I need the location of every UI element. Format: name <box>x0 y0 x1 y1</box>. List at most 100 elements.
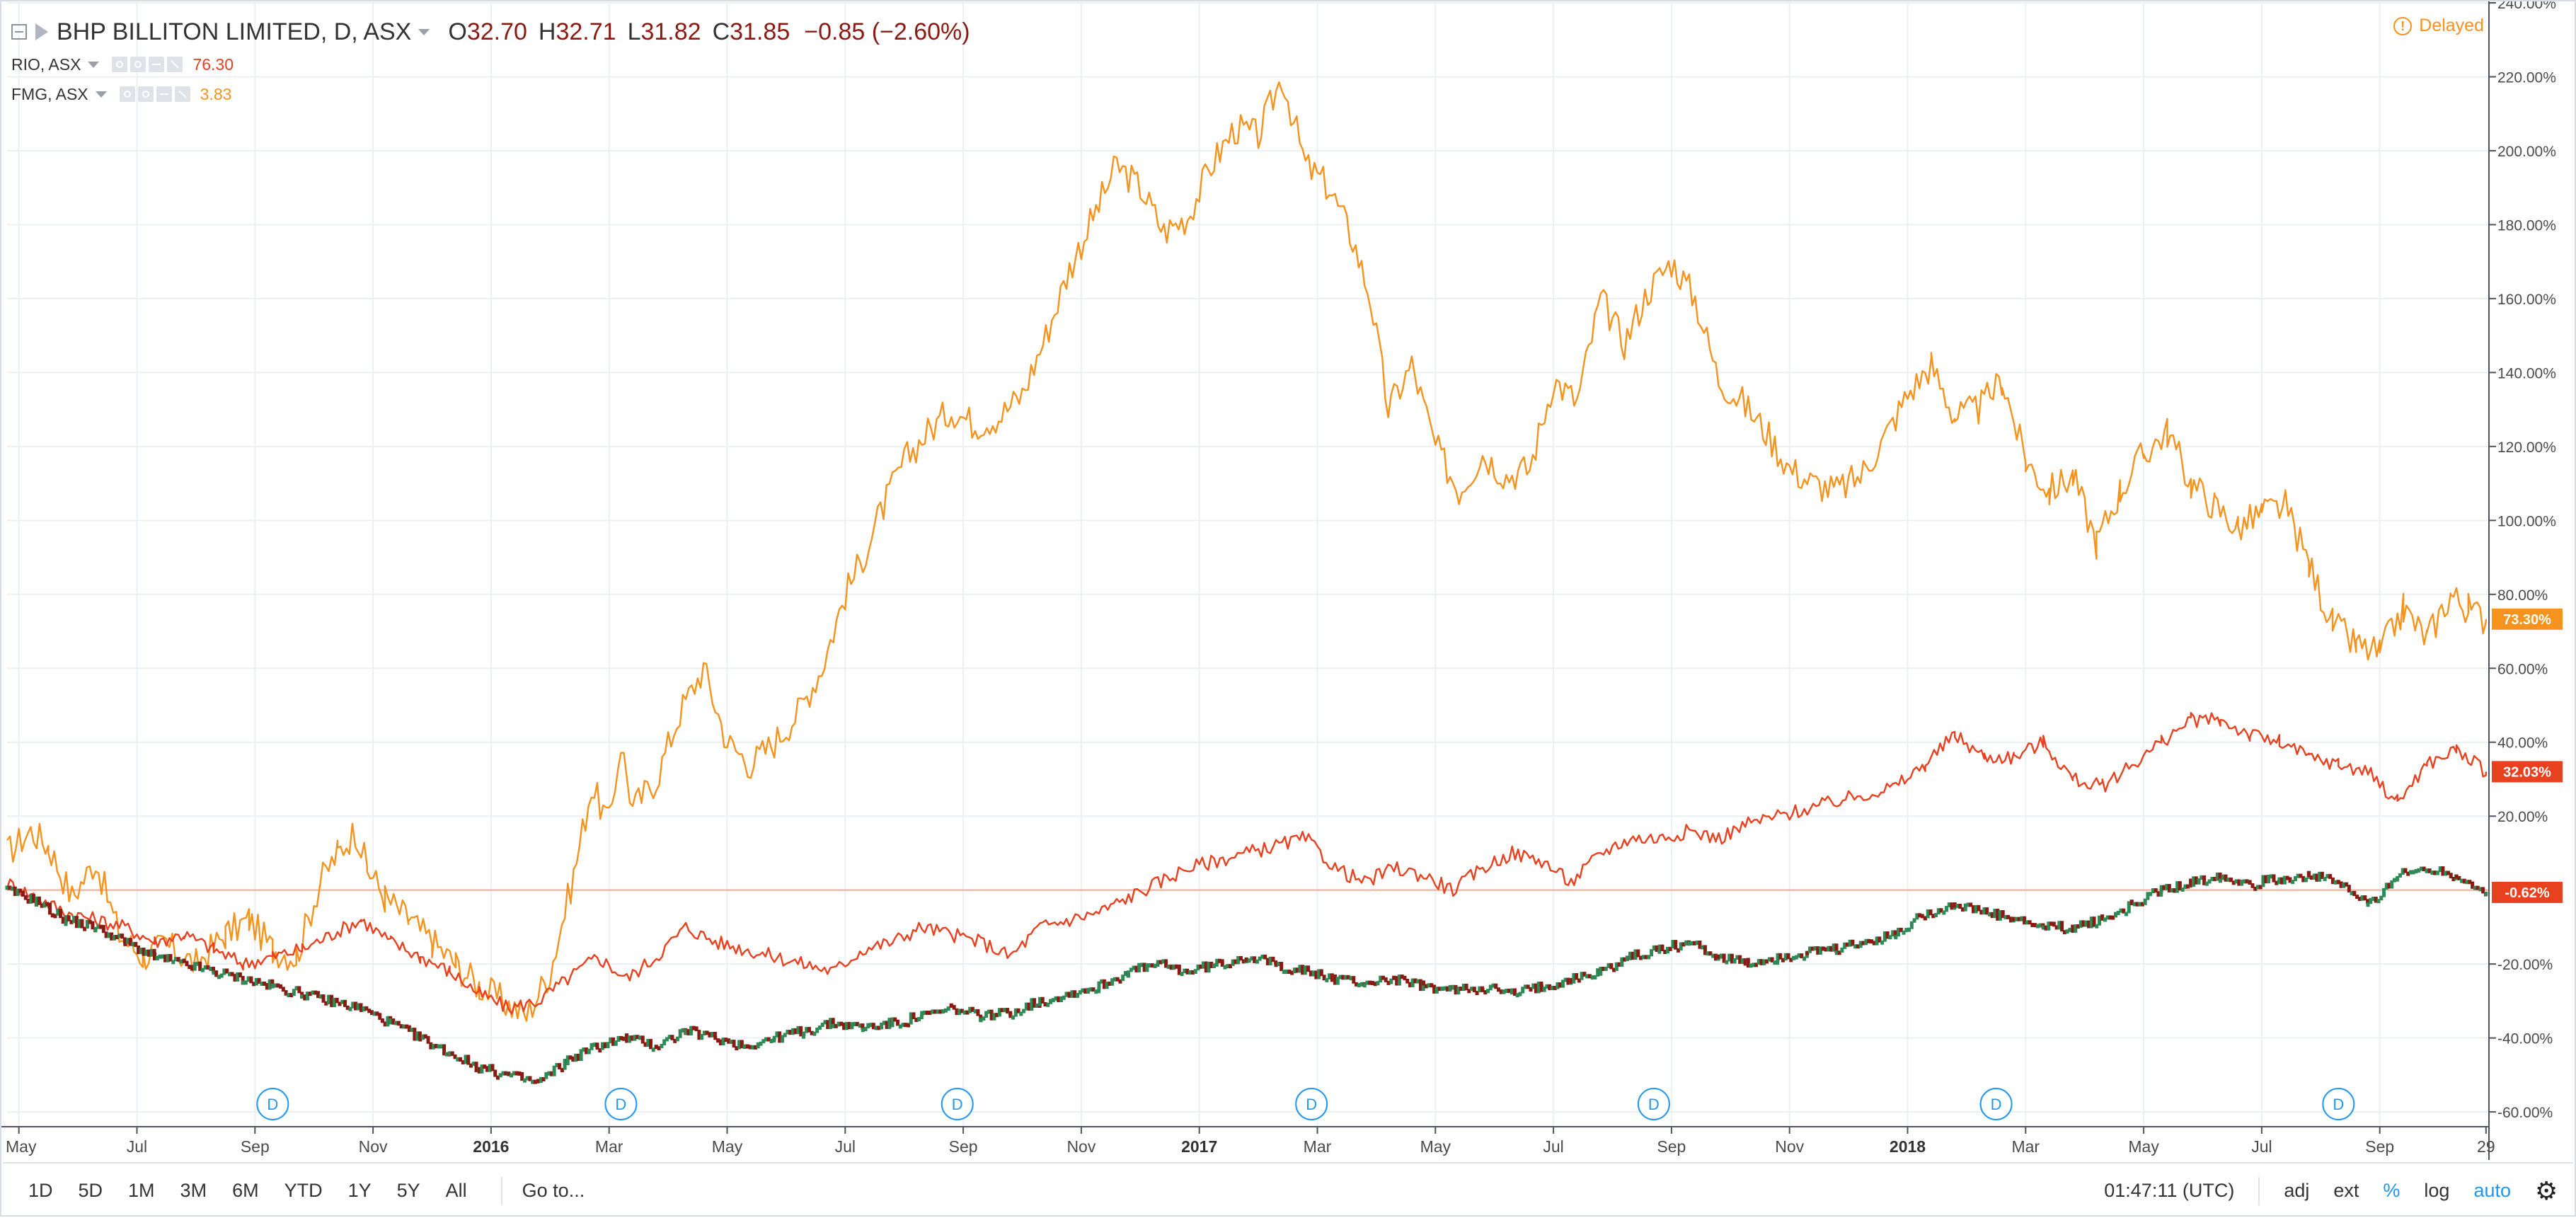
bhp-candle <box>2420 866 2424 871</box>
bhp-candle <box>2315 873 2319 882</box>
dividend-marker[interactable]: D <box>1295 1088 1328 1120</box>
bhp-candle <box>1370 980 1374 985</box>
bhp-candle <box>2336 880 2340 885</box>
range-6m-button[interactable]: 6M <box>232 1180 259 1201</box>
log-scale-toggle[interactable]: log <box>2424 1180 2450 1201</box>
bhp-candle <box>1003 1008 1007 1013</box>
bhp-candle <box>188 965 192 970</box>
bhp-candle <box>1928 909 1933 916</box>
bhp-candle <box>1521 987 1525 994</box>
bhp-candle <box>1062 995 1066 1000</box>
settings-icon[interactable] <box>130 57 146 72</box>
bhp-candle <box>2438 866 2442 873</box>
bhp-candle <box>456 1057 460 1062</box>
bhp-candle <box>1515 993 1519 998</box>
dividend-marker[interactable]: D <box>941 1088 974 1120</box>
chevron-down-icon[interactable] <box>95 91 107 98</box>
close-icon[interactable] <box>174 86 190 102</box>
chevron-down-icon[interactable] <box>88 61 100 68</box>
bhp-candle <box>1150 963 1154 968</box>
bhp-candle <box>861 1028 865 1033</box>
bhp-candle <box>2307 871 2311 877</box>
bhp-candle <box>1633 949 1638 960</box>
close-icon[interactable] <box>167 57 183 72</box>
range-5d-button[interactable]: 5D <box>78 1180 103 1201</box>
bhp-candle <box>421 1034 425 1040</box>
bhp-candle <box>1019 1011 1023 1016</box>
bhp-candle <box>1612 967 1616 972</box>
eye-icon[interactable] <box>119 86 135 102</box>
bhp-candle <box>871 1023 875 1030</box>
dividend-marker[interactable]: D <box>1637 1088 1670 1120</box>
settings-icon[interactable] <box>137 86 154 102</box>
bhp-candle <box>265 983 269 990</box>
bhp-candle <box>1346 975 1350 979</box>
add-icon[interactable] <box>149 57 165 72</box>
range-all-button[interactable]: All <box>445 1180 467 1201</box>
bhp-candle <box>292 989 296 996</box>
y-tick-label: 100.00% <box>2497 513 2556 529</box>
flag-icon[interactable] <box>35 23 48 40</box>
ext-toggle[interactable]: ext <box>2333 1180 2359 1201</box>
bhp-candle <box>214 970 219 977</box>
rio-symbol-name[interactable]: RIO, ASX <box>11 55 81 74</box>
fmg-symbol-name[interactable]: FMG, ASX <box>11 85 88 103</box>
rio-value: 76.30 <box>192 55 234 74</box>
bhp-candle <box>1373 982 1377 987</box>
bhp-candle <box>176 957 180 962</box>
range-1m-button[interactable]: 1M <box>128 1180 155 1201</box>
dividend-marker[interactable]: D <box>1979 1088 2013 1120</box>
bhp-candle <box>1572 972 1576 984</box>
bhp-candle <box>77 919 81 929</box>
dividend-marker[interactable]: D <box>256 1088 289 1120</box>
bhp-candle <box>13 886 17 896</box>
bhp-candle <box>1776 960 1780 965</box>
dividend-marker[interactable]: D <box>2322 1088 2355 1120</box>
main-symbol-name[interactable]: BHP BILLITON LIMITED, D, ASX <box>57 18 412 45</box>
bhp-candle <box>171 960 176 965</box>
collapse-legend-icon[interactable] <box>11 24 27 40</box>
bhp-candle <box>764 1037 769 1042</box>
bhp-candle <box>2457 875 2461 880</box>
price-chart[interactable]: D D D D D D D 240.00% 220.00% 200.00% 180.00% 160.… <box>1 1 2575 1160</box>
bhp-candle <box>2041 925 2045 930</box>
bhp-candle <box>1778 953 1783 960</box>
bhp-candle <box>2226 877 2231 882</box>
bhp-candle <box>1977 904 1981 912</box>
clock-time[interactable]: 01:47:11 (UTC) <box>2104 1180 2235 1201</box>
bhp-candle <box>2484 891 2488 896</box>
bhp-candle <box>893 1017 897 1022</box>
bhp-candle <box>1314 970 1318 979</box>
gear-icon[interactable] <box>2535 1176 2558 1206</box>
adj-toggle[interactable]: adj <box>2284 1180 2310 1201</box>
bhp-candle <box>1915 913 1919 920</box>
range-5y-button[interactable]: 5Y <box>396 1180 420 1201</box>
bhp-candle <box>1139 963 1144 967</box>
dividend-marker[interactable]: D <box>604 1088 638 1120</box>
percent-scale-toggle[interactable]: % <box>2383 1180 2400 1201</box>
bhp-candle <box>1539 982 1543 987</box>
range-1d-button[interactable]: 1D <box>28 1180 53 1201</box>
bhp-candle <box>2071 924 2075 933</box>
bhp-candle <box>828 1018 832 1030</box>
bhp-candle <box>1966 902 1970 907</box>
bhp-candle <box>115 935 119 940</box>
auto-scale-toggle[interactable]: auto <box>2473 1180 2511 1201</box>
goto-button[interactable]: Go to... <box>522 1180 585 1201</box>
eye-icon[interactable] <box>112 57 128 72</box>
add-icon[interactable] <box>156 86 172 102</box>
delayed-badge[interactable]: ! Delayed <box>2393 16 2484 36</box>
time-axis[interactable]: May Jul Sep Nov 2016 Mar May Jul Sep Nov 2017 Mar Ma… <box>1 1126 2495 1156</box>
range-ytd-button[interactable]: YTD <box>284 1180 323 1201</box>
range-1y-button[interactable]: 1Y <box>347 1180 372 1201</box>
bhp-candle <box>2347 885 2351 892</box>
bhp-candle <box>1000 1008 1004 1013</box>
bhp-candle <box>1545 984 1549 989</box>
bhp-candle <box>842 1022 846 1030</box>
bhp-candle <box>1238 955 1243 961</box>
bhp-candle <box>1596 968 1600 977</box>
chevron-down-icon[interactable] <box>418 28 430 35</box>
dividend-marker-circle <box>256 1088 289 1120</box>
price-axis[interactable]: 240.00% 220.00% 200.00% 180.00% 160.00% 140.0… <box>2488 1 2556 1160</box>
range-3m-button[interactable]: 3M <box>180 1180 207 1201</box>
